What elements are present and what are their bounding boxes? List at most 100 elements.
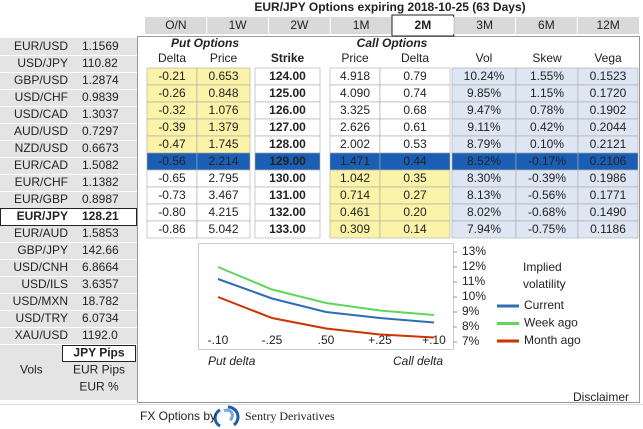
tab[interactable]: 1M	[353, 18, 370, 32]
table-value: 0.35	[403, 171, 427, 185]
pair-price: 1.5082	[82, 158, 119, 172]
tab[interactable]: 3M	[476, 18, 493, 32]
y-tick-label: 10%	[462, 289, 486, 303]
disclaimer-link[interactable]: Disclaimer	[573, 390, 629, 404]
table-value: 8.79%	[467, 137, 501, 151]
table-value: 2.002	[340, 137, 370, 151]
table-value: 4.090	[340, 86, 370, 100]
tab[interactable]: O/N	[165, 18, 186, 32]
unit-option[interactable]: EUR %	[79, 380, 119, 394]
table-value: 0.309	[340, 222, 370, 236]
table-value: -0.86	[158, 222, 186, 236]
pair-name[interactable]: EUR/CAD	[14, 158, 68, 172]
pair-price: 128.21	[82, 209, 119, 223]
pair-selected	[0, 208, 137, 226]
table-value: -0.39	[158, 120, 186, 134]
table-value: 1.076	[208, 103, 238, 117]
pair-name[interactable]: EUR/USD	[14, 39, 68, 53]
pair-name[interactable]: EUR/GBP	[14, 192, 68, 206]
pair-name[interactable]: USD/CNH	[13, 260, 68, 274]
pair-name[interactable]: USD/TRY	[16, 311, 68, 325]
tab[interactable]: 12M	[596, 18, 619, 32]
pair-name[interactable]: NZD/USD	[15, 141, 69, 155]
table-value: 0.53	[403, 137, 427, 151]
pair-name[interactable]: GBP/USD	[14, 73, 68, 87]
column-header: Vol	[476, 51, 493, 65]
unit-label: Vols	[20, 363, 43, 377]
table-value: -0.80	[158, 205, 186, 219]
pair-price: 1.1382	[82, 175, 119, 189]
table-value: -0.68%	[528, 205, 566, 219]
table-value: 0.2044	[590, 120, 627, 134]
table-value: 0.20	[403, 205, 427, 219]
pair-price: 3.6357	[82, 277, 119, 291]
tab[interactable]: 6M	[538, 18, 555, 32]
table-value: 0.27	[403, 188, 427, 202]
table-cell	[379, 220, 451, 239]
table-value: 0.2106	[590, 154, 627, 168]
table-value: 0.2121	[590, 137, 627, 151]
pair-name[interactable]: USD/CAD	[14, 107, 68, 121]
page-title: EUR/JPY Options expiring 2018-10-25 (63 …	[254, 0, 525, 14]
chart-frame	[198, 243, 454, 350]
table-value: 126.00	[269, 103, 306, 117]
pair-name[interactable]: USD/JPY	[17, 56, 68, 70]
table-value: 2.214	[208, 154, 238, 168]
table-value: 0.1523	[590, 69, 627, 83]
legend-title: volatility	[523, 277, 566, 291]
pair-name[interactable]: USD/MXN	[13, 294, 68, 308]
pair-name[interactable]: XAU/USD	[15, 328, 69, 342]
table-value: 128.00	[269, 137, 306, 151]
pair-name[interactable]: EUR/CHF	[15, 175, 68, 189]
logo	[213, 405, 240, 428]
unit-option[interactable]: EUR Pips	[73, 363, 125, 377]
table-value: -0.56	[158, 154, 186, 168]
table-value: 0.848	[208, 86, 238, 100]
table-value: 8.02%	[467, 205, 501, 219]
legend-title: Implied	[523, 260, 562, 274]
table-value: 8.30%	[467, 171, 501, 185]
pair-price: 18.782	[82, 294, 119, 308]
tab[interactable]: 2M	[415, 18, 432, 32]
table-value: 8.52%	[467, 154, 501, 168]
pair-name[interactable]: GBP/JPY	[17, 243, 68, 257]
pair-name[interactable]: USD/ILS	[21, 277, 68, 291]
pair-price: 1.5853	[82, 226, 119, 240]
legend-label: Current	[524, 298, 565, 312]
table-value: 0.714	[340, 188, 370, 202]
column-header: Delta	[401, 51, 429, 65]
pair-name[interactable]: AUD/USD	[14, 124, 68, 138]
pair-price: 110.82	[82, 56, 118, 70]
unit-option[interactable]: JPY Pips	[73, 346, 124, 360]
tab[interactable]: 1W	[229, 18, 248, 32]
table-value: 0.74	[403, 86, 427, 100]
line-series	[217, 266, 435, 316]
pair-price: 142.66	[82, 243, 119, 257]
table-value: 4.918	[340, 69, 370, 83]
pair-name[interactable]: EUR/JPY	[17, 209, 68, 223]
table-value: 3.325	[340, 103, 370, 117]
pair-price: 1192.0	[82, 328, 118, 342]
table-value: -0.75%	[528, 222, 566, 236]
table-value: -0.56%	[528, 188, 566, 202]
main-frame	[137, 36, 640, 403]
line-series	[217, 278, 435, 324]
table-value: 0.79	[403, 69, 427, 83]
legend-label: Month ago	[524, 333, 581, 347]
table-value: 3.467	[208, 188, 238, 202]
table-value: 5.042	[208, 222, 238, 236]
x-tick-label: -.25	[262, 333, 283, 347]
pair-name[interactable]: EUR/AUD	[14, 226, 68, 240]
column-header: Vega	[594, 51, 622, 65]
table-value: 9.11%	[467, 120, 500, 134]
table-value: 9.85%	[467, 86, 501, 100]
group-header: Call Options	[357, 36, 428, 50]
tab[interactable]: 2W	[290, 18, 309, 32]
table-value: 0.42%	[530, 120, 564, 134]
y-tick-label: 9%	[462, 304, 480, 318]
x-tick-label: +.25	[368, 333, 392, 347]
table-value: 131.00	[269, 188, 306, 202]
pair-name[interactable]: USD/CHF	[15, 90, 68, 104]
table-value: 0.68	[403, 103, 427, 117]
